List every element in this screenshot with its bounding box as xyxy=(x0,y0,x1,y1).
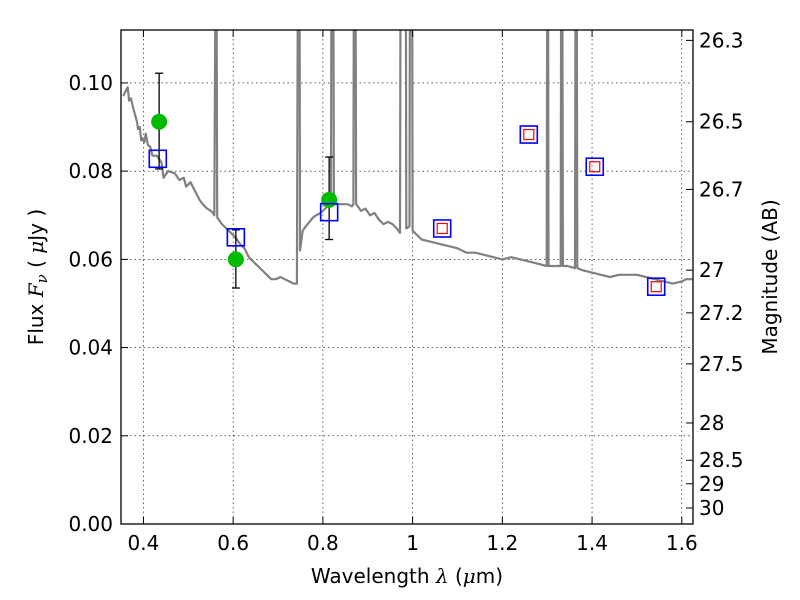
model-photometry-point xyxy=(585,157,605,177)
upper-limit-marker xyxy=(436,222,448,235)
x-tick-label: 1.2 xyxy=(486,531,518,555)
x-tick-label: 0.4 xyxy=(128,531,160,555)
y-axis-label-unit-mu: μ xyxy=(24,241,48,254)
y2-tick-label: 26.3 xyxy=(699,28,744,52)
upper-limit-marker xyxy=(589,161,601,173)
y2-tick-label: 30 xyxy=(699,496,724,520)
x-tick-label: 0.6 xyxy=(217,531,249,555)
y-tick-label: 0.06 xyxy=(68,247,113,271)
x-tick-label: 0.8 xyxy=(307,531,339,555)
y2-tick-label: 27 xyxy=(699,258,724,282)
y2-tick-label: 27.5 xyxy=(699,352,744,376)
y2-tick-label: 26.5 xyxy=(699,110,744,134)
y-tick-label: 0.02 xyxy=(68,424,113,448)
x-axis-label: Wavelength λ (μm) xyxy=(311,564,503,588)
y2-tick-label: 27.2 xyxy=(699,301,744,325)
upper-limit-marker xyxy=(523,128,535,141)
x-axis-label-text: Wavelength xyxy=(311,564,430,588)
y-tick-label: 0.04 xyxy=(68,336,113,360)
model-photometry-point xyxy=(319,202,339,222)
x-tick-label: 1.6 xyxy=(666,531,698,555)
y2-tick-label: 28 xyxy=(699,411,724,435)
y-tick-label: 0.00 xyxy=(68,512,113,536)
model-photometry-point xyxy=(432,219,452,238)
upper-limit-marker xyxy=(650,281,662,293)
plot-frame xyxy=(120,29,694,525)
model-photometry-point xyxy=(148,149,168,169)
y-axis-label: Flux Fν ( μJy ) xyxy=(24,209,51,345)
y-axis-label-unit-rest: Jy ) xyxy=(24,209,48,243)
plot-area xyxy=(122,30,693,297)
y-tick-label: 0.08 xyxy=(68,159,113,183)
x-axis-label-symbol: λ xyxy=(435,564,449,588)
x-axis-label-unit-mu: μ xyxy=(463,564,476,588)
y-tick-label: 0.10 xyxy=(68,71,113,95)
x-tick-label: 1 xyxy=(406,531,419,555)
model-photometry-point xyxy=(519,125,539,144)
x-tick-label: 1.4 xyxy=(576,531,608,555)
y-axis-label-text: Flux xyxy=(24,303,48,345)
y2-tick-label: 28.5 xyxy=(699,448,744,472)
observed-flux-point xyxy=(321,191,338,208)
x-axis-label-unit-rest: m) xyxy=(476,564,503,588)
observed-flux-point xyxy=(227,251,244,268)
model-photometry-point xyxy=(646,277,666,297)
y-axis-label-symbol-sub: ν xyxy=(33,274,51,283)
observed-flux-point xyxy=(151,113,168,130)
y-axis-label-symbol: F xyxy=(24,282,48,298)
axes: 0.4 0.6 0.8 1 1.2 1.4 1.6 0.00 0.02 0.04 0.06 0.08 0… xyxy=(68,28,743,555)
y2-tick-label: 29 xyxy=(699,472,724,496)
y-axis-label-unit-open: ( xyxy=(24,254,48,275)
y2-axis-label: Magnitude (AB) xyxy=(758,199,782,354)
x-axis-label-unit-open: ( xyxy=(449,564,463,588)
y2-tick-label: 26.7 xyxy=(699,177,744,201)
model-photometry-point xyxy=(226,228,246,247)
model-spectrum-line xyxy=(122,30,693,285)
